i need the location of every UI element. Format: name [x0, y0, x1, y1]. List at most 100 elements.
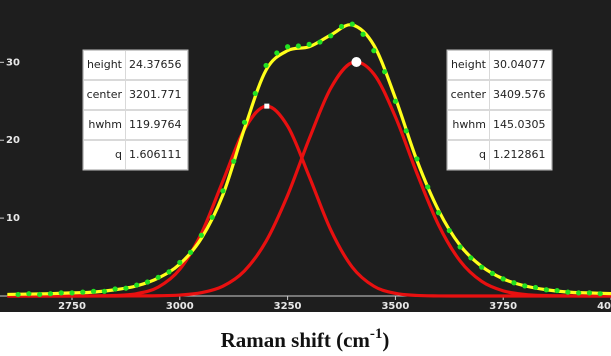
data-point	[90, 288, 97, 294]
table-cell	[448, 141, 489, 169]
param-label: center	[451, 88, 487, 101]
x-tick-label: 2750	[58, 301, 86, 312]
x-tick-label: 3250	[274, 301, 302, 312]
y-tick-label: 20	[6, 135, 20, 146]
data-point	[349, 21, 355, 27]
data-point	[47, 291, 54, 297]
table-cell	[84, 51, 125, 79]
data-point	[101, 288, 107, 294]
data-point	[522, 283, 528, 289]
table-cell	[490, 81, 551, 109]
data-point	[285, 44, 291, 50]
x-tick-label: 3750	[489, 301, 517, 312]
data-point	[371, 48, 377, 54]
x-label-sup: -1	[370, 326, 383, 342]
data-point	[489, 270, 496, 277]
data-point	[112, 286, 118, 292]
param-label: q	[479, 148, 486, 161]
data-point	[209, 214, 215, 220]
data-point	[328, 33, 334, 39]
data-point	[576, 290, 582, 296]
table-cell	[448, 111, 489, 139]
curves	[7, 21, 611, 298]
data-point	[134, 282, 140, 288]
data-point	[597, 291, 603, 297]
data-point	[306, 41, 312, 48]
data-point	[26, 291, 32, 297]
data-point	[69, 290, 75, 296]
data-point	[198, 232, 204, 238]
data-point	[231, 158, 237, 164]
data-point	[155, 274, 161, 280]
peak-marker	[351, 56, 362, 67]
data-point	[457, 244, 463, 250]
data-point	[166, 269, 172, 275]
data-point	[144, 279, 151, 285]
data-point	[554, 287, 560, 294]
table-cell	[126, 51, 187, 79]
data-point	[500, 276, 506, 282]
table-cell	[448, 81, 489, 109]
param-label: q	[115, 148, 122, 161]
table-cell	[126, 141, 187, 169]
data-point	[37, 291, 43, 298]
param-value: 145.0305	[493, 118, 546, 131]
parameter-table: height 30.04077 center 3409.576 hwhm 145.0305…	[446, 49, 553, 171]
data-point	[123, 285, 129, 291]
data-point	[252, 90, 258, 97]
parameter-tables: height 24.37656 center 3201.771 hwhm 119.9764…	[82, 49, 553, 171]
data-point	[565, 289, 571, 295]
peak-marker	[264, 103, 270, 109]
data-point	[220, 188, 226, 194]
parameter-table: height 24.37656 center 3201.771 hwhm 119.9764…	[82, 49, 189, 171]
data-point	[360, 31, 366, 37]
data-point	[414, 156, 420, 162]
table-cell	[84, 141, 125, 169]
param-label: center	[87, 88, 123, 101]
x-tick-label: 3500	[381, 301, 409, 312]
x-label-text: Raman shift (cm	[221, 328, 371, 352]
table-cell	[84, 111, 125, 139]
param-value: 1.212861	[493, 148, 546, 161]
data-point	[177, 259, 183, 266]
table-cell	[490, 111, 551, 139]
data-point	[382, 69, 388, 75]
data-point	[58, 290, 64, 296]
data-point	[295, 43, 301, 49]
peak-curve	[7, 60, 611, 298]
data-point	[468, 255, 474, 261]
param-value: 3201.771	[129, 88, 182, 101]
table-cell	[126, 81, 187, 109]
param-value: 119.9764	[129, 118, 182, 131]
x-label-end: )	[382, 328, 389, 352]
param-value: 1.606111	[129, 148, 182, 161]
data-point	[274, 50, 280, 56]
param-label: hwhm	[88, 118, 122, 131]
param-value: 24.37656	[129, 58, 182, 71]
param-label: height	[87, 58, 123, 71]
data-point	[263, 62, 269, 69]
table-cell	[448, 51, 489, 79]
table-cell	[490, 141, 551, 169]
data-point	[425, 184, 431, 190]
param-label: height	[451, 58, 487, 71]
data-point	[479, 264, 485, 270]
data-point	[532, 284, 539, 291]
data-point	[403, 128, 409, 134]
x-axis-label: Raman shift (cm-1)	[221, 326, 390, 352]
x-tick-label: 3000	[166, 301, 194, 312]
data-point	[187, 249, 194, 255]
x-tick-label: 4000	[597, 301, 611, 312]
param-value: 3409.576	[493, 88, 546, 101]
data-point	[586, 290, 593, 296]
table-cell	[126, 111, 187, 139]
data-point	[392, 98, 399, 104]
data-point	[241, 119, 248, 125]
data-point	[338, 23, 345, 30]
data-point	[543, 287, 549, 293]
data-point	[435, 210, 442, 216]
data-point	[446, 227, 452, 234]
data-point	[511, 280, 517, 286]
y-tick-label: 30	[6, 57, 20, 68]
